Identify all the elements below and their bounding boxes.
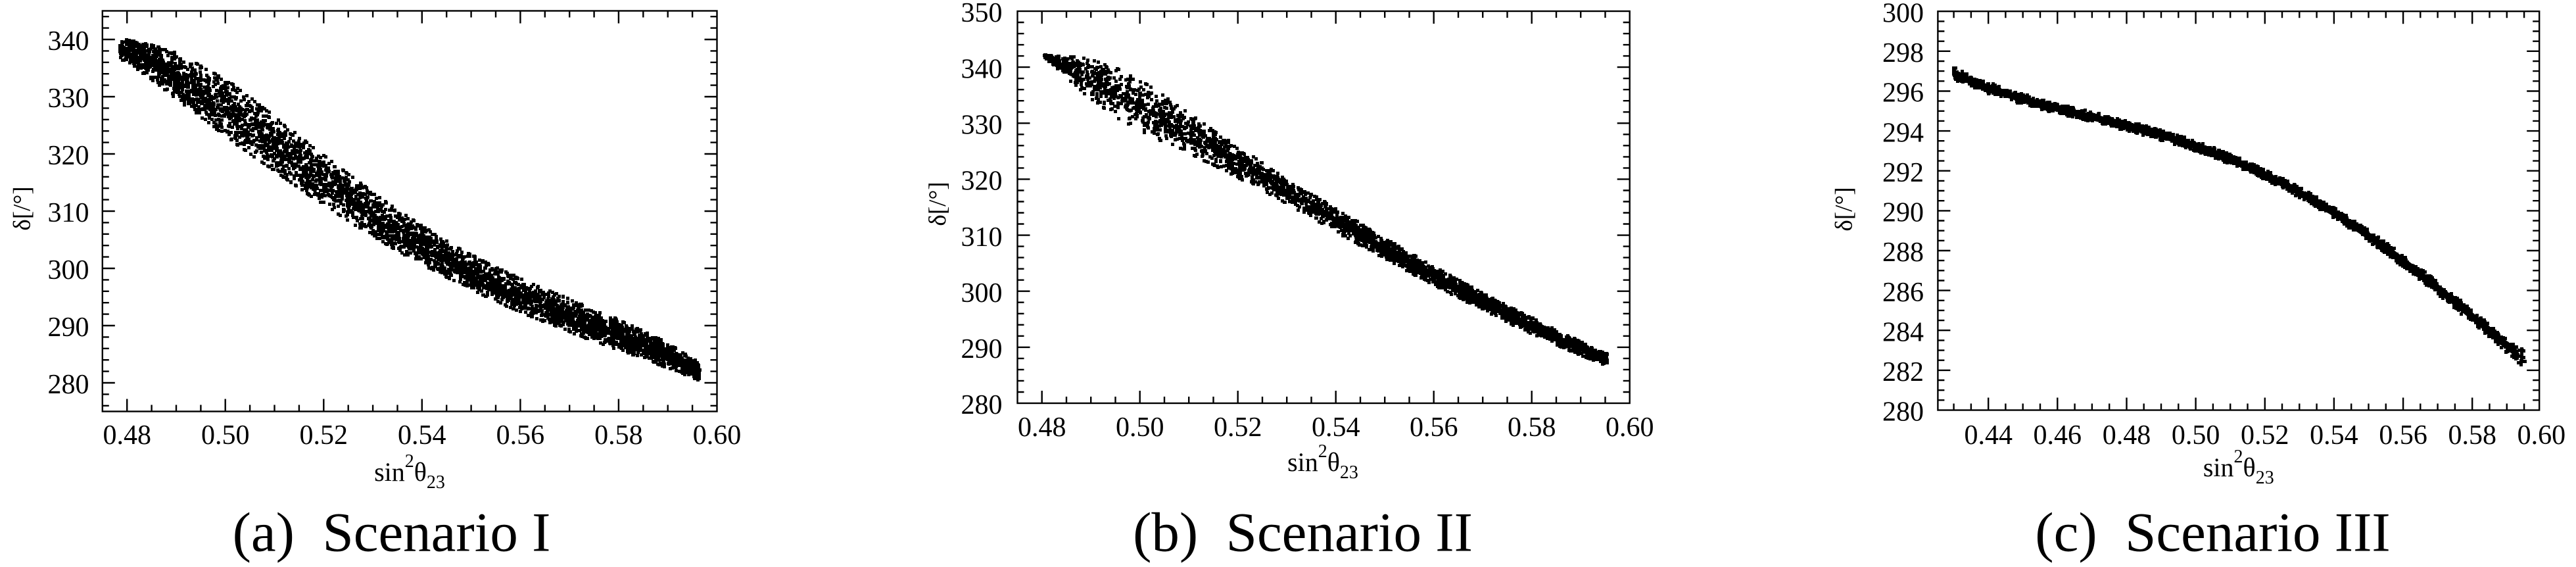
svg-text:δ[/°]: δ[/°] [9, 186, 36, 230]
svg-text:0.50: 0.50 [1116, 412, 1164, 443]
svg-text:0.60: 0.60 [693, 420, 742, 451]
svg-text:0.50: 0.50 [201, 420, 250, 451]
svg-text:280: 280 [961, 390, 1003, 420]
svg-text:0.56: 0.56 [1410, 412, 1458, 443]
svg-text:0.52: 0.52 [2241, 420, 2289, 451]
svg-text:300: 300 [961, 278, 1003, 308]
svg-text:0.54: 0.54 [2310, 420, 2358, 451]
svg-text:320: 320 [961, 166, 1003, 197]
svg-text:280: 280 [1882, 397, 1924, 428]
svg-text:280: 280 [48, 370, 89, 400]
svg-text:296: 296 [1882, 78, 1924, 109]
svg-text:350: 350 [961, 0, 1003, 28]
svg-text:0.54: 0.54 [398, 420, 446, 451]
svg-text:330: 330 [48, 84, 89, 114]
svg-text:300: 300 [48, 255, 89, 285]
svg-text:0.60: 0.60 [2517, 420, 2566, 451]
svg-text:330: 330 [961, 111, 1003, 141]
svg-text:286: 286 [1882, 278, 1924, 308]
svg-text:(a) Scenario I: (a) Scenario I [233, 502, 551, 564]
svg-text:290: 290 [48, 312, 89, 343]
svg-text:0.52: 0.52 [1214, 412, 1262, 443]
svg-text:290: 290 [961, 334, 1003, 364]
svg-text:288: 288 [1882, 237, 1924, 268]
svg-text:290: 290 [1882, 198, 1924, 228]
svg-text:0.52: 0.52 [300, 420, 348, 451]
svg-text:0.48: 0.48 [103, 420, 151, 451]
svg-text:δ[/°]: δ[/°] [924, 182, 951, 226]
svg-text:320: 320 [48, 141, 89, 171]
svg-text:0.54: 0.54 [1312, 412, 1360, 443]
svg-text:282: 282 [1882, 357, 1924, 387]
svg-text:0.58: 0.58 [594, 420, 643, 451]
svg-text:292: 292 [1882, 158, 1924, 188]
svg-text:0.58: 0.58 [1508, 412, 1556, 443]
svg-text:0.48: 0.48 [2103, 420, 2151, 451]
svg-text:0.44: 0.44 [1964, 420, 2013, 451]
svg-text:0.58: 0.58 [2448, 420, 2496, 451]
svg-text:0.60: 0.60 [1606, 412, 1654, 443]
svg-text:294: 294 [1882, 118, 1924, 148]
svg-text:284: 284 [1882, 317, 1924, 347]
svg-text:0.48: 0.48 [1018, 412, 1066, 443]
svg-text:0.46: 0.46 [2034, 420, 2082, 451]
svg-text:310: 310 [48, 198, 89, 228]
svg-text:340: 340 [48, 26, 89, 57]
svg-text:δ[/°]: δ[/°] [1831, 187, 1858, 231]
svg-text:0.56: 0.56 [496, 420, 545, 451]
svg-text:340: 340 [961, 54, 1003, 84]
svg-text:(c) Scenario III: (c) Scenario III [2035, 502, 2390, 564]
svg-text:(b) Scenario II: (b) Scenario II [1133, 502, 1473, 564]
svg-text:310: 310 [961, 222, 1003, 253]
svg-text:0.56: 0.56 [2379, 420, 2427, 451]
svg-text:300: 300 [1882, 0, 1924, 28]
svg-text:0.50: 0.50 [2172, 420, 2220, 451]
svg-text:298: 298 [1882, 38, 1924, 68]
